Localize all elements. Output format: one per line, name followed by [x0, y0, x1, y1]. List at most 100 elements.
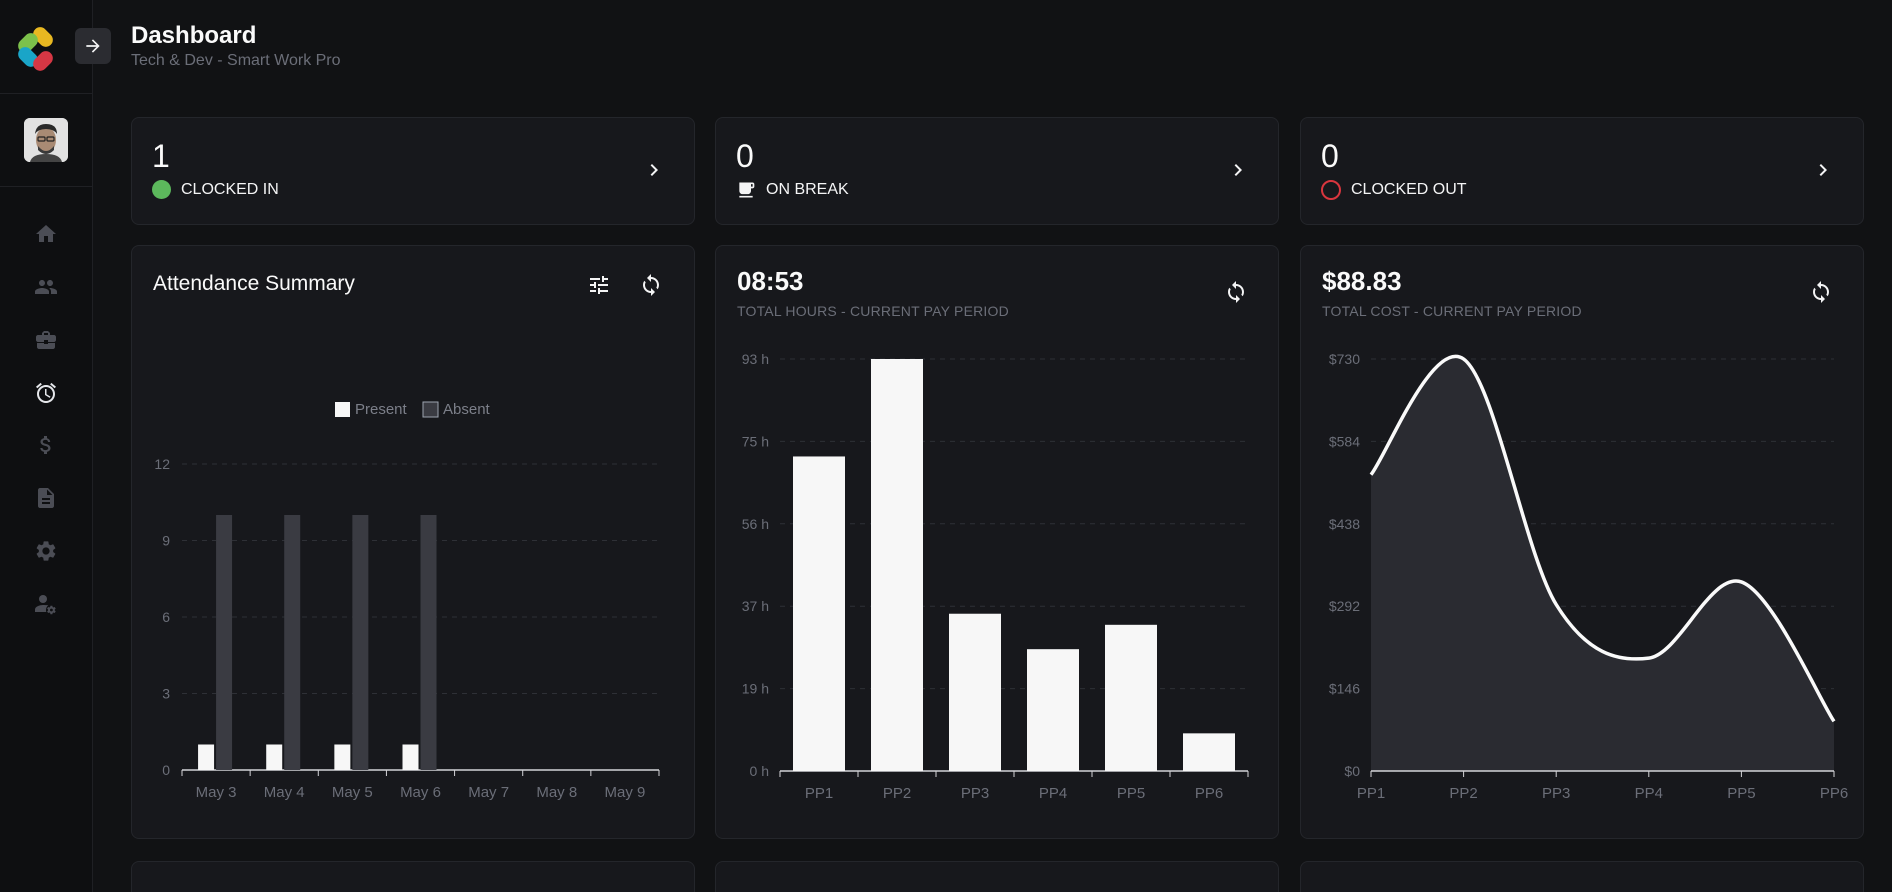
x-tick-label: PP1 — [805, 785, 833, 802]
hours-chart: 0 h 19 h 37 h 56 h 75 h 93 h PP1 PP2 PP3 PP4 PP5 PP… — [742, 351, 1249, 802]
home-icon[interactable] — [30, 218, 62, 250]
bar-present — [334, 744, 351, 770]
bar-present — [266, 744, 283, 770]
hours-bar — [1183, 733, 1235, 771]
x-tick-label: May 7 — [468, 784, 509, 801]
total-cost-card: $88.83 TOTAL COST - CURRENT PAY PERIOD $… — [1300, 245, 1864, 839]
chevron-right-icon[interactable] — [642, 158, 666, 182]
refresh-button[interactable] — [1806, 277, 1836, 307]
x-tick-label: May 5 — [332, 784, 373, 801]
alarm-clock-icon[interactable] — [30, 377, 62, 409]
y-tick-label: 56 h — [742, 516, 769, 532]
hours-bar — [871, 359, 923, 771]
on-break-count: 0 — [736, 138, 754, 174]
sidebar — [0, 0, 93, 892]
refresh-icon — [1228, 281, 1244, 303]
briefcase-icon[interactable] — [30, 324, 62, 356]
total-hours-card: 08:53 TOTAL HOURS - CURRENT PAY PERIOD 0… — [715, 245, 1279, 839]
attendance-summary-card: Attendance Summary 0 3 6 9 12 May 3 May 4 May 5… — [131, 245, 695, 839]
y-tick-label: $730 — [1329, 351, 1360, 367]
y-tick-label: 6 — [162, 609, 170, 625]
cost-area — [1371, 356, 1834, 771]
refresh-button[interactable] — [636, 270, 666, 300]
x-tick-label: May 8 — [536, 784, 577, 801]
gear-icon[interactable] — [30, 535, 62, 567]
x-tick-label: PP4 — [1635, 785, 1663, 802]
coffee-cup-icon — [739, 182, 755, 198]
total-hours-value: 08:53 — [737, 266, 804, 296]
x-tick-label: PP3 — [961, 785, 989, 802]
on-break-label-row: ON BREAK — [736, 180, 849, 200]
bar-absent — [216, 515, 233, 770]
clocked-out-label-row: CLOCKED OUT — [1321, 180, 1467, 200]
x-tick-label: PP6 — [1195, 785, 1223, 802]
total-cost-caption: TOTAL COST - CURRENT PAY PERIOD — [1322, 303, 1582, 319]
clocked-in-card[interactable]: 1 CLOCKED IN — [131, 117, 695, 225]
legend-label: Absent — [443, 401, 491, 418]
clocked-out-card[interactable]: 0 CLOCKED OUT — [1300, 117, 1864, 225]
hours-bar — [949, 613, 1001, 771]
bar-absent — [284, 515, 301, 770]
dollar-icon[interactable] — [30, 429, 62, 461]
red-circle-icon — [1321, 180, 1341, 200]
y-tick-label: $292 — [1329, 598, 1360, 614]
attendance-title: Attendance Summary — [153, 272, 355, 295]
y-tick-label: $584 — [1329, 433, 1360, 449]
bar-absent — [352, 515, 369, 770]
x-tick-label: PP2 — [1449, 785, 1477, 802]
bar-present — [198, 744, 215, 770]
x-tick-label: PP3 — [1542, 785, 1570, 802]
avatar[interactable] — [24, 118, 68, 162]
chevron-right-icon[interactable] — [1811, 158, 1835, 182]
sidebar-divider — [0, 186, 93, 187]
x-tick-label: PP2 — [883, 785, 911, 802]
y-tick-label: 93 h — [742, 351, 769, 367]
cost-chart: $0 $146 $292 $438 $584 $730 PP1 PP2 PP3 PP4 PP5 PP6 — [1329, 351, 1848, 802]
page-title: Dashboard — [131, 22, 257, 49]
user-settings-icon[interactable] — [30, 588, 62, 620]
on-break-card[interactable]: 0 ON BREAK — [715, 117, 1279, 225]
y-tick-label: 9 — [162, 533, 170, 549]
sidebar-toggle-button[interactable] — [75, 28, 111, 64]
legend-label: Present — [355, 401, 408, 418]
y-tick-label: 37 h — [742, 598, 769, 614]
y-tick-label: 0 — [162, 762, 170, 778]
x-tick-label: PP1 — [1357, 785, 1385, 802]
y-tick-label: $438 — [1329, 516, 1360, 532]
hours-bar — [1027, 649, 1079, 771]
x-tick-label: May 6 — [400, 784, 441, 801]
bar-absent — [420, 515, 437, 770]
legend-swatch — [422, 401, 439, 418]
y-tick-label: 0 h — [750, 763, 769, 779]
clocked-out-label: CLOCKED OUT — [1351, 181, 1467, 198]
filter-button[interactable] — [584, 270, 614, 300]
page-subtitle: Tech & Dev - Smart Work Pro — [131, 52, 341, 69]
x-tick-label: May 3 — [196, 784, 237, 801]
sidebar-divider — [0, 93, 93, 94]
green-dot-icon — [152, 180, 171, 199]
hours-bar — [1105, 624, 1157, 771]
cost-line — [1369, 354, 1836, 723]
refresh-button[interactable] — [1221, 277, 1251, 307]
x-tick-label: PP4 — [1039, 785, 1067, 802]
sliders-icon — [590, 276, 608, 294]
clocked-in-label-row: CLOCKED IN — [152, 180, 279, 199]
attendance-chart: 0 3 6 9 12 May 3 May 4 May 5 May 6 May 7 May 8 May … — [154, 401, 660, 801]
y-tick-label: 19 h — [742, 681, 769, 697]
chevron-right-icon[interactable] — [1226, 158, 1250, 182]
users-icon[interactable] — [30, 271, 62, 303]
y-tick-label: $146 — [1329, 681, 1360, 697]
clocked-out-count: 0 — [1321, 138, 1339, 174]
document-icon[interactable] — [30, 482, 62, 514]
refresh-icon — [1813, 281, 1829, 303]
x-tick-label: PP6 — [1820, 785, 1848, 802]
total-cost-value: $88.83 — [1322, 266, 1402, 296]
total-hours-caption: TOTAL HOURS - CURRENT PAY PERIOD — [737, 303, 1009, 319]
app-logo[interactable] — [15, 24, 64, 74]
y-tick-label: 3 — [162, 686, 170, 702]
bottom-card — [131, 861, 695, 892]
on-break-label: ON BREAK — [766, 181, 849, 198]
clocked-in-count: 1 — [152, 138, 170, 174]
x-tick-label: PP5 — [1117, 785, 1145, 802]
bar-present — [402, 744, 419, 770]
